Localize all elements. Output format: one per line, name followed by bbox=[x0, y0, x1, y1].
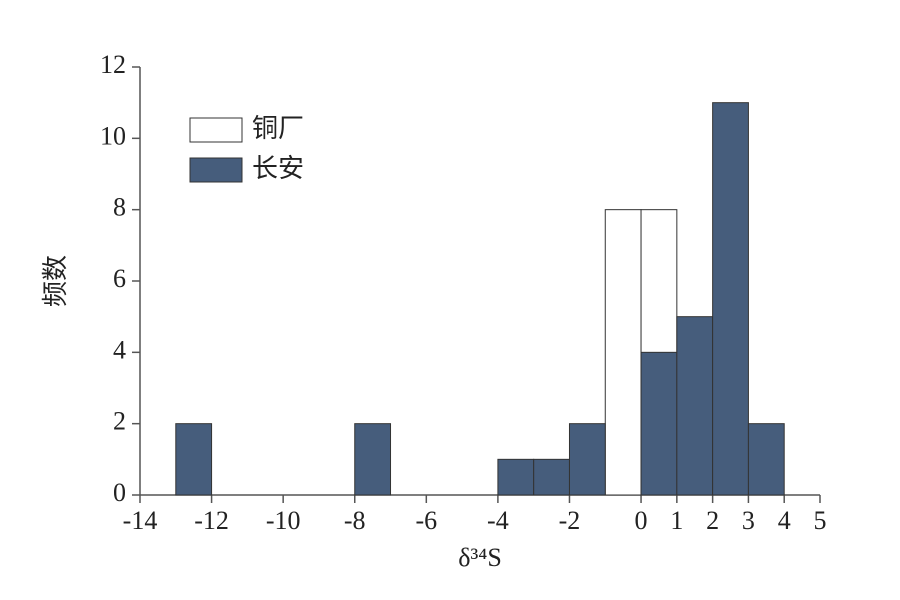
y-tick-label: 4 bbox=[113, 335, 126, 364]
x-axis-label: δ³⁴S bbox=[458, 543, 502, 572]
y-tick-label: 6 bbox=[113, 264, 126, 293]
x-tick-label: -14 bbox=[123, 506, 158, 535]
x-tick-label: -8 bbox=[344, 506, 366, 535]
bar bbox=[640, 351, 678, 496]
y-tick-label: 0 bbox=[113, 478, 126, 507]
legend-label: 长安 bbox=[252, 154, 304, 183]
bar bbox=[533, 458, 570, 496]
x-tick-label: -12 bbox=[194, 506, 229, 535]
x-tick-label: -2 bbox=[559, 506, 581, 535]
x-tick-label: 4 bbox=[778, 506, 791, 535]
x-tick-label: -6 bbox=[415, 506, 437, 535]
x-tick-label: 0 bbox=[635, 506, 648, 535]
bar bbox=[676, 316, 714, 496]
bar bbox=[175, 423, 213, 496]
x-tick-label: -10 bbox=[266, 506, 301, 535]
y-axis-label: 频数 bbox=[41, 255, 70, 307]
y-tick-label: 8 bbox=[113, 193, 126, 222]
bar bbox=[712, 102, 749, 496]
bar bbox=[497, 458, 535, 496]
bar bbox=[604, 209, 642, 496]
y-tick-label: 10 bbox=[100, 121, 126, 150]
x-tick-label: 3 bbox=[742, 506, 755, 535]
x-tick-label: 5 bbox=[814, 506, 827, 535]
bar bbox=[747, 423, 785, 496]
bar bbox=[568, 423, 606, 496]
x-tick-label: 2 bbox=[706, 506, 719, 535]
legend-swatch bbox=[189, 117, 243, 143]
x-tick-label: 1 bbox=[670, 506, 683, 535]
y-tick-label: 2 bbox=[113, 407, 126, 436]
legend-label: 铜厂 bbox=[252, 114, 304, 143]
x-tick-label: -4 bbox=[487, 506, 509, 535]
y-tick-label: 12 bbox=[100, 50, 126, 79]
bar bbox=[354, 423, 392, 496]
legend-swatch bbox=[189, 157, 243, 183]
